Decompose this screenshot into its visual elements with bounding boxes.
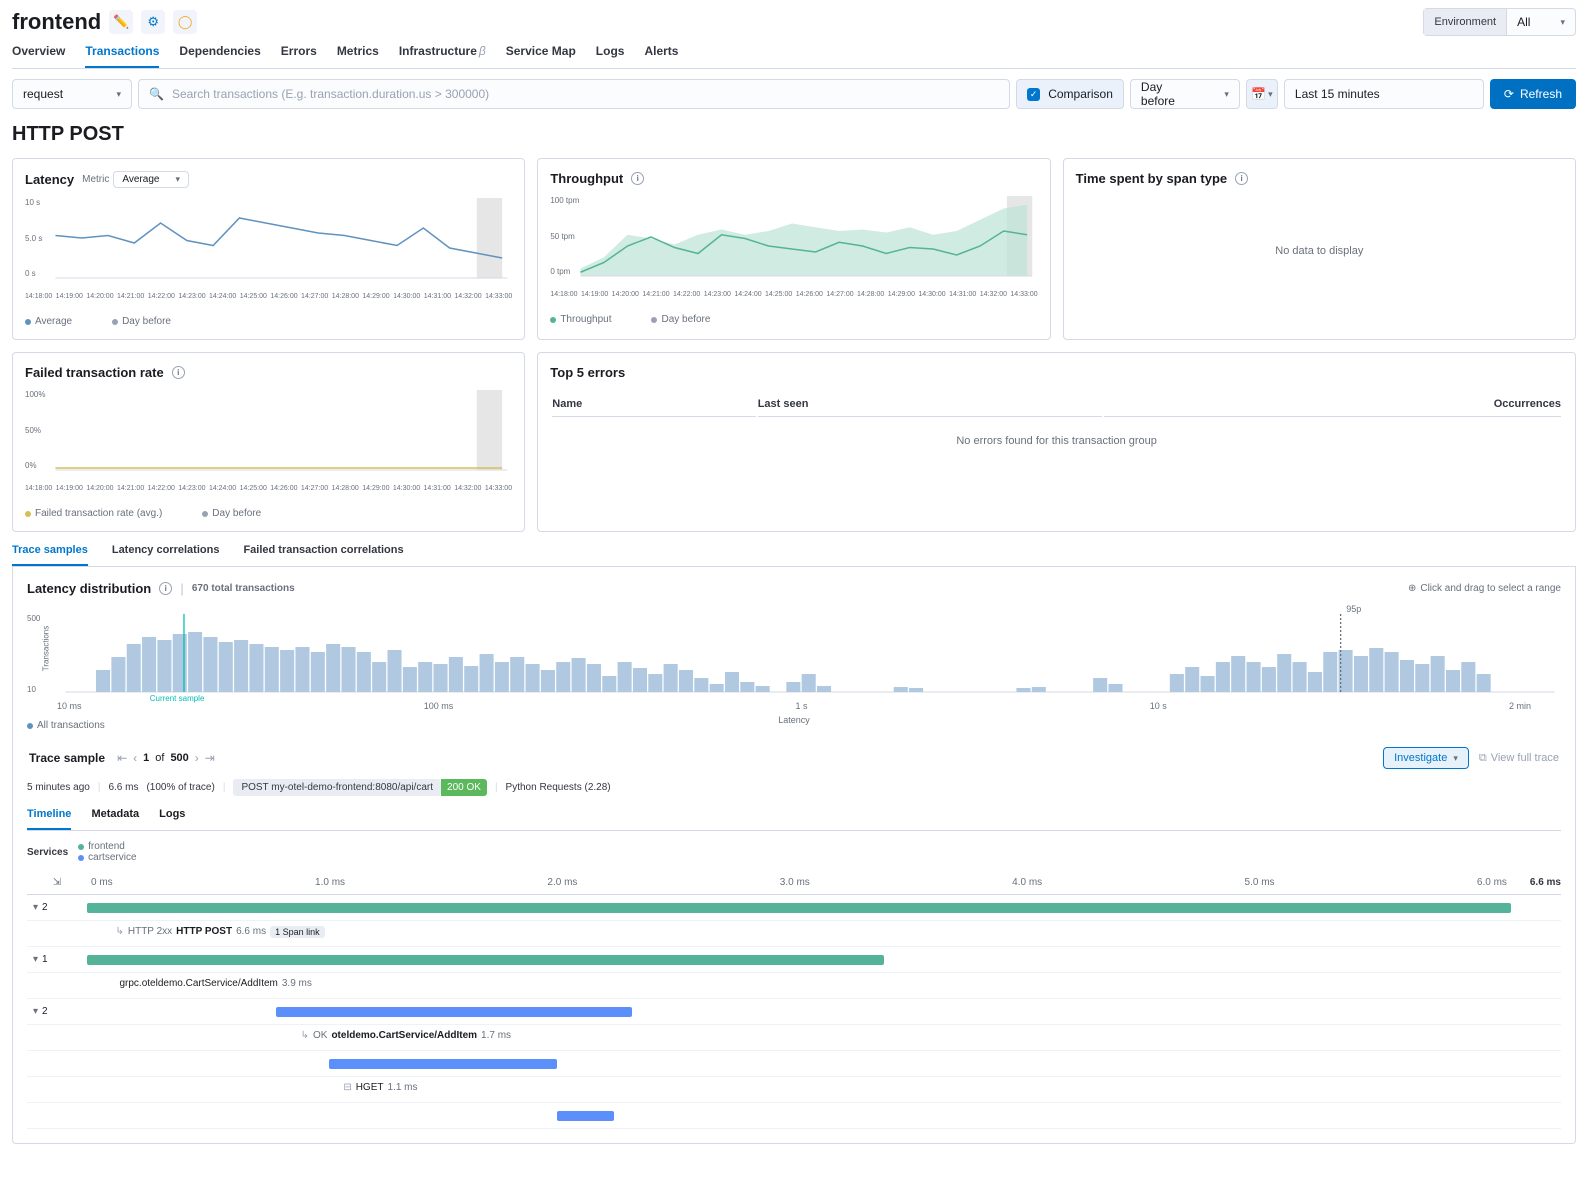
prev-page-button[interactable]: ‹: [133, 751, 137, 765]
trace-tab-logs[interactable]: Logs: [159, 808, 185, 830]
sample-tabs: Trace samples Latency correlations Failed …: [12, 544, 1576, 567]
app-title: frontend: [12, 9, 101, 35]
tab-errors[interactable]: Errors: [281, 44, 317, 68]
transaction-name: HTTP POST: [12, 123, 1576, 146]
env-label: Environment: [1424, 9, 1507, 35]
time-range-picker[interactable]: Last 15 minutes: [1284, 79, 1484, 109]
metric-select[interactable]: Average ▾: [113, 171, 189, 188]
latency-card: Latency Metric Average ▾ 10 s5.0 s0 s 14…: [12, 158, 525, 340]
span-label-row: ⊟ HGET 1.1 ms: [27, 1077, 1561, 1103]
target-icon: ⊕: [1408, 583, 1416, 594]
refresh-button[interactable]: ⟳ Refresh: [1490, 79, 1576, 109]
search-input[interactable]: 🔍 Search transactions (E.g. transaction.…: [138, 79, 1010, 109]
comparison-period-select[interactable]: Day before ▾: [1130, 79, 1240, 109]
info-icon[interactable]: i: [159, 582, 172, 595]
trace-tab-timeline[interactable]: Timeline: [27, 808, 71, 830]
span-bar-row[interactable]: ▾2: [27, 999, 1561, 1025]
page-header: frontend ✏️ ⚙ ◯ Environment All ▾: [12, 8, 1576, 36]
errors-table: NameLast seenOccurrences No errors found…: [550, 390, 1563, 465]
span-bar-row[interactable]: ▾1: [27, 947, 1561, 973]
no-data-message: No data to display: [1076, 196, 1563, 306]
tab-dependencies[interactable]: Dependencies: [179, 44, 260, 68]
gear-icon[interactable]: ⚙: [141, 10, 165, 34]
calendar-icon[interactable]: 📅▾: [1246, 79, 1278, 109]
nav-tabs: Overview Transactions Dependencies Errors Me…: [12, 44, 1576, 69]
top-errors-card: Top 5 errors NameLast seenOccurrences No…: [537, 352, 1576, 532]
trace-pager: ⇤ ‹ 1 of 500 › ⇥: [117, 751, 215, 765]
chevron-down-icon: ▾: [1224, 89, 1229, 100]
distribution-chart[interactable]: 50010 Transactions 95p Current sample 10…: [27, 614, 1561, 714]
chevron-down-icon: ▾: [116, 89, 121, 100]
environment-picker[interactable]: Environment All ▾: [1423, 8, 1576, 36]
chevron-down-icon: ▾: [1453, 753, 1458, 764]
span-timeline: ⇲ 0 ms1.0 ms2.0 ms3.0 ms4.0 ms5.0 ms6.0 …: [27, 871, 1561, 1129]
edit-icon[interactable]: ✏️: [109, 10, 133, 34]
span-label-row: ↳ HTTP 2xx HTTP POST 6.6 ms 1 Span link: [27, 921, 1561, 947]
tab-transactions[interactable]: Transactions: [85, 44, 159, 68]
span-bar-row[interactable]: [27, 1051, 1561, 1077]
failed-rate-chart[interactable]: 100%50%0% 14:18:0014:19:0014:20:0014:21:…: [25, 390, 512, 500]
type-select[interactable]: request ▾: [12, 79, 132, 109]
trace-tab-metadata[interactable]: Metadata: [91, 808, 139, 830]
external-icon: ⧉: [1479, 752, 1487, 765]
trace-tabs: Timeline Metadata Logs: [27, 808, 1561, 831]
sub-tab-0[interactable]: Trace samples: [12, 544, 88, 566]
info-icon[interactable]: i: [172, 366, 185, 379]
info-icon[interactable]: i: [1235, 172, 1248, 185]
view-full-trace-button[interactable]: ⧉ View full trace: [1479, 752, 1559, 765]
throughput-chart[interactable]: 100 tpm50 tpm0 tpm 14:18:0014:19:0014:20…: [550, 196, 1037, 306]
span-bar-row: [27, 1103, 1561, 1129]
next-page-button[interactable]: ›: [195, 751, 199, 765]
tab-service-map[interactable]: Service Map: [506, 44, 576, 68]
tab-metrics[interactable]: Metrics: [337, 44, 379, 68]
sub-tab-2[interactable]: Failed transaction correlations: [243, 544, 403, 566]
latency-chart[interactable]: 10 s5.0 s0 s 14:18:0014:19:0014:20:0014:…: [25, 198, 512, 308]
investigate-button[interactable]: Investigate ▾: [1383, 747, 1469, 769]
chevron-down-icon: ▾: [1560, 17, 1565, 28]
check-icon: ✓: [1027, 88, 1040, 101]
endpoint-badge: POST my-otel-demo-frontend:8080/api/cart: [233, 779, 441, 796]
drag-hint: ⊕ Click and drag to select a range: [1408, 583, 1561, 594]
latency-distribution-card: Latency distribution i | 670 total trans…: [12, 567, 1576, 1144]
services-legend: Services frontend cartservice: [27, 841, 1561, 863]
tab-overview[interactable]: Overview: [12, 44, 65, 68]
caret-icon[interactable]: ▾: [33, 902, 38, 913]
span-bar-row[interactable]: ▾2: [27, 895, 1561, 921]
trace-meta: 5 minutes ago| 6.6 ms (100% of trace)| P…: [27, 779, 1561, 796]
chevron-down-icon: ▾: [175, 174, 180, 185]
span-type-card: Time spent by span type i No data to dis…: [1063, 158, 1576, 340]
errors-empty: No errors found for this transaction gro…: [552, 419, 1561, 463]
caret-icon[interactable]: ▾: [33, 1006, 38, 1017]
last-page-button[interactable]: ⇥: [205, 751, 215, 765]
comparison-toggle[interactable]: ✓ Comparison: [1016, 79, 1124, 109]
info-icon[interactable]: i: [631, 172, 644, 185]
search-icon: 🔍: [149, 87, 164, 101]
refresh-icon: ⟳: [1504, 87, 1514, 101]
sub-tab-1[interactable]: Latency correlations: [112, 544, 220, 566]
status-badge: 200 OK: [441, 779, 487, 796]
tab-logs[interactable]: Logs: [596, 44, 625, 68]
span-label-row: ↳ OK oteldemo.CartService/AddItem 1.7 ms: [27, 1025, 1561, 1051]
throughput-card: Throughput i 100 tpm50 tpm0 tpm 14:18:00…: [537, 158, 1050, 340]
env-value: All: [1517, 15, 1530, 29]
circle-icon[interactable]: ◯: [173, 10, 197, 34]
expand-all-icon[interactable]: ⇲: [27, 877, 87, 888]
tab-infrastructure[interactable]: Infrastructureβ: [399, 44, 486, 68]
filter-bar: request ▾ 🔍 Search transactions (E.g. tr…: [12, 79, 1576, 109]
tab-alerts[interactable]: Alerts: [644, 44, 678, 68]
span-label-row: grpc.oteldemo.CartService/AddItem 3.9 ms: [27, 973, 1561, 999]
caret-icon[interactable]: ▾: [33, 954, 38, 965]
failed-rate-card: Failed transaction rate i 100%50%0% 14:1…: [12, 352, 525, 532]
first-page-button[interactable]: ⇤: [117, 751, 127, 765]
